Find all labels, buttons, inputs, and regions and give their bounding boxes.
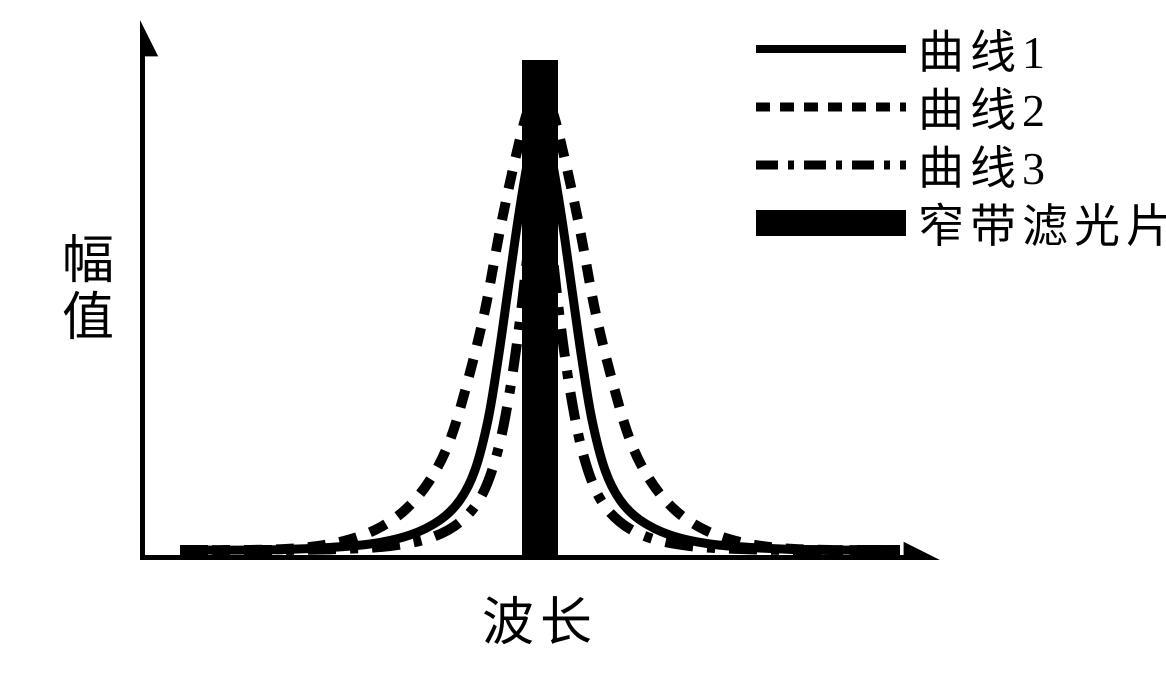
legend-item-filter: 窄带滤光片 xyxy=(756,194,1136,252)
ylabel-char: 值 xyxy=(62,290,118,347)
x-axis-label: 波长 xyxy=(482,580,598,655)
legend-label-curve3: 曲线3 xyxy=(918,132,1051,198)
spectrum-chart: 幅 值 波长 曲线1 曲线2 曲线3 xyxy=(30,20,1136,653)
y-axis-label: 幅 值 xyxy=(62,233,118,347)
legend: 曲线1 曲线2 曲线3 窄带滤光片 xyxy=(756,20,1136,252)
ylabel-char: 幅 xyxy=(62,233,118,290)
legend-item-curve3: 曲线3 xyxy=(756,136,1136,194)
legend-swatch-curve3 xyxy=(756,145,906,185)
legend-item-curve2: 曲线2 xyxy=(756,78,1136,136)
legend-label-curve2: 曲线2 xyxy=(918,74,1051,140)
legend-label-filter: 窄带滤光片 xyxy=(918,190,1166,256)
legend-swatch-curve2 xyxy=(756,87,906,127)
legend-item-curve1: 曲线1 xyxy=(756,20,1136,78)
legend-label-curve1: 曲线1 xyxy=(918,16,1051,82)
legend-swatch-filter xyxy=(756,203,906,243)
legend-swatch-curve1 xyxy=(756,29,906,69)
